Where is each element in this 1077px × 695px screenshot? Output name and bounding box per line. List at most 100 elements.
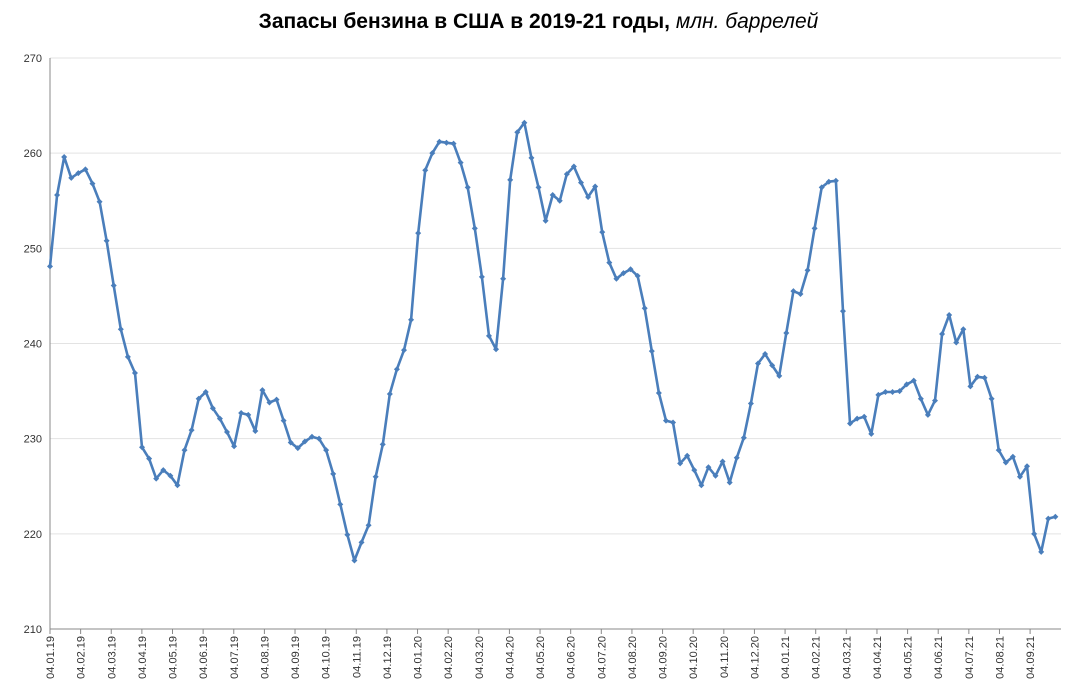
- data-point: [528, 154, 535, 161]
- data-point: [924, 411, 931, 418]
- x-tick-label: 04.07.21: [964, 636, 976, 679]
- data-point: [443, 139, 450, 146]
- data-point: [259, 387, 266, 394]
- data-point: [733, 454, 740, 461]
- data-point: [606, 259, 613, 266]
- data-point: [783, 330, 790, 337]
- x-tick-label: 04.09.21: [1025, 636, 1037, 679]
- data-point: [301, 438, 308, 445]
- x-tick-labels: 04.01.19 04.02.19 04.03.19 04.04.19 04.05.19…: [45, 636, 1037, 679]
- x-tick-label: 04.06.19: [198, 636, 210, 679]
- data-point: [953, 339, 960, 346]
- x-tick-label: 04.04.20: [504, 636, 516, 679]
- data-point: [266, 399, 273, 406]
- data-point: [535, 184, 542, 191]
- data-point: [415, 230, 422, 237]
- series-line: [48, 121, 1056, 562]
- data-point: [422, 167, 429, 174]
- data-point: [988, 395, 995, 402]
- data-point: [117, 326, 124, 333]
- data-point: [330, 470, 337, 477]
- data-point: [684, 452, 691, 459]
- data-point: [167, 472, 174, 479]
- data-point: [712, 472, 719, 479]
- data-point: [882, 389, 889, 396]
- y-tick-labels: 210 220 230 240 250 260 270: [24, 53, 42, 636]
- data-point: [818, 184, 825, 191]
- data-point: [231, 443, 238, 450]
- data-point: [599, 229, 606, 236]
- data-point: [1016, 473, 1023, 480]
- data-point: [54, 192, 61, 199]
- data-point: [82, 166, 89, 173]
- data-point: [797, 291, 804, 298]
- data-point: [641, 305, 648, 312]
- data-point: [670, 419, 677, 426]
- data-point: [75, 170, 82, 177]
- x-tick-label: 04.12.20: [749, 636, 761, 679]
- data-point: [570, 163, 577, 170]
- data-point: [981, 374, 988, 381]
- x-tick-label: 04.01.19: [45, 636, 57, 679]
- x-tick-label: 04.08.21: [994, 636, 1006, 679]
- data-point: [1052, 513, 1059, 520]
- data-point: [627, 266, 634, 273]
- data-point: [889, 389, 896, 396]
- data-point: [974, 373, 981, 380]
- data-point: [1031, 530, 1038, 537]
- x-tick-label: 04.05.20: [535, 636, 547, 679]
- data-point: [351, 557, 358, 564]
- data-point: [181, 447, 188, 454]
- x-tick-label: 04.02.21: [811, 636, 823, 679]
- x-tick-label: 04.01.21: [780, 636, 792, 679]
- data-point: [655, 389, 662, 396]
- data-point: [308, 433, 315, 440]
- data-point: [549, 192, 556, 199]
- x-tick-label: 04.02.19: [76, 636, 88, 679]
- data-point: [61, 153, 68, 160]
- data-point: [1045, 515, 1052, 522]
- gridlines: [50, 57, 1061, 535]
- data-point: [592, 183, 599, 190]
- data-point: [337, 501, 344, 508]
- data-point: [160, 467, 167, 474]
- x-tick-label: 04.12.19: [382, 636, 394, 679]
- data-point: [273, 396, 280, 403]
- data-point: [556, 197, 563, 204]
- data-point: [103, 237, 110, 244]
- data-point: [238, 409, 245, 416]
- x-tick-label: 04.04.21: [872, 636, 884, 679]
- data-point: [344, 531, 351, 538]
- data-point: [613, 275, 620, 282]
- data-point: [1002, 459, 1009, 466]
- x-tick-label: 04.05.19: [168, 636, 180, 679]
- data-point: [174, 482, 181, 489]
- x-tick-label: 04.10.19: [321, 636, 333, 679]
- data-point: [429, 150, 436, 157]
- data-point: [252, 428, 259, 435]
- data-point: [485, 332, 492, 339]
- data-point: [740, 434, 747, 441]
- data-point: [386, 390, 393, 397]
- data-point: [365, 522, 372, 529]
- data-point: [139, 444, 146, 451]
- data-point: [960, 326, 967, 333]
- chart-title-main: Запасы бензина в США в 2019-21 годы,: [258, 10, 670, 33]
- data-point: [1024, 463, 1031, 470]
- data-point: [124, 353, 131, 360]
- data-point: [188, 427, 195, 434]
- data-point: [917, 395, 924, 402]
- x-tick-label: 04.03.20: [474, 636, 486, 679]
- data-point: [790, 288, 797, 295]
- data-point: [500, 275, 507, 282]
- data-point: [372, 473, 379, 480]
- data-point: [563, 171, 570, 178]
- data-point: [68, 174, 75, 181]
- data-point: [358, 539, 365, 546]
- x-tick-label: 04.05.21: [903, 636, 915, 679]
- data-point: [464, 184, 471, 191]
- data-point: [294, 445, 301, 452]
- data-point: [287, 439, 294, 446]
- data-point: [769, 362, 776, 369]
- data-point: [195, 395, 202, 402]
